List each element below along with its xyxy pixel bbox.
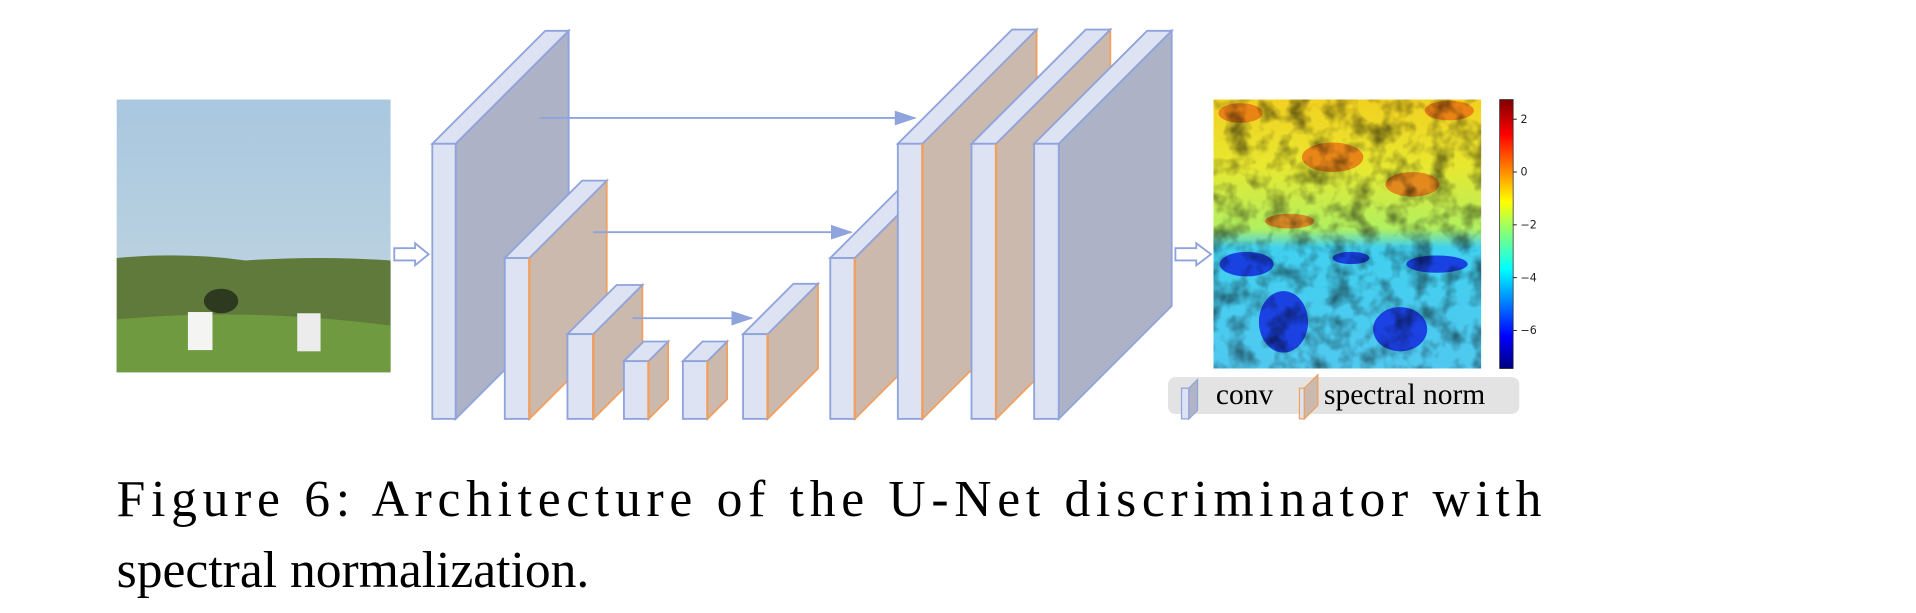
block-front	[431, 142, 457, 420]
block	[680, 339, 730, 422]
legend: conv spectral norm	[1168, 373, 1520, 421]
caption-line: spectral normalization.	[117, 542, 590, 599]
legend-label: conv	[1216, 379, 1274, 411]
block-front	[742, 333, 769, 420]
block-front	[503, 257, 531, 420]
block-front	[970, 142, 997, 420]
block	[740, 281, 821, 422]
block-front	[896, 142, 924, 420]
block	[565, 282, 645, 422]
legend-label: spectral norm	[1324, 379, 1485, 411]
colorbar-tick-label: 0	[1521, 166, 1528, 179]
colorbar-tick-label: −6	[1521, 324, 1537, 337]
heatmap	[1213, 99, 1482, 369]
connections	[393, 110, 1213, 326]
colorbar-tick-label: −2	[1521, 219, 1537, 232]
caption-line: Figure 6: Architecture of the U-Net disc…	[117, 471, 1542, 528]
input-image	[116, 99, 391, 373]
block	[621, 339, 671, 422]
block-front	[1033, 142, 1060, 420]
colorbar: 2 0 −2 −4 −6	[1499, 99, 1537, 369]
block-front	[566, 333, 595, 420]
colorbar-tick-label: −4	[1521, 271, 1537, 284]
block-front	[623, 360, 650, 420]
colorbar-tick-label: 2	[1521, 113, 1528, 126]
block	[1031, 28, 1174, 422]
block-front	[829, 257, 856, 420]
caption: Figure 6: Architecture of the U-Net disc…	[117, 471, 1542, 599]
block-front	[681, 360, 709, 420]
network-blocks	[430, 27, 1174, 422]
